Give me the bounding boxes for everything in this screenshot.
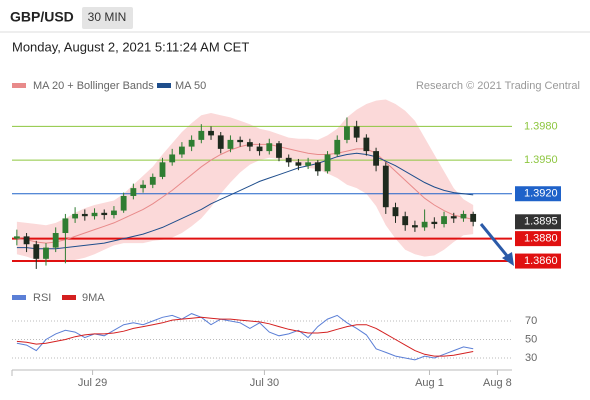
candle-body xyxy=(178,146,185,155)
candle-body xyxy=(402,216,409,226)
level-label: 1.3895 xyxy=(524,216,558,228)
candle-body xyxy=(188,139,195,147)
candle-body xyxy=(43,247,49,259)
forecast-arrow xyxy=(479,223,510,258)
timeframe-badge[interactable] xyxy=(82,7,133,29)
candle-body xyxy=(227,139,234,149)
y-tick-label: 30 xyxy=(525,352,537,364)
candle-body xyxy=(130,188,137,196)
level-box xyxy=(515,214,561,230)
candle-body xyxy=(353,126,360,138)
candle-body xyxy=(208,130,214,136)
candle-body xyxy=(169,154,176,163)
candle-body xyxy=(295,162,302,166)
timeframe[interactable]: 30 MIN xyxy=(88,10,127,24)
candle-body xyxy=(23,236,30,245)
y-tick-label: 70 xyxy=(525,315,537,327)
symbol: GBP/USD xyxy=(10,9,74,25)
candle-body xyxy=(198,130,205,140)
candle-body xyxy=(392,207,399,217)
candle-body xyxy=(246,142,253,147)
candle-body xyxy=(450,216,457,219)
candle-body xyxy=(344,126,350,140)
legend-swatch xyxy=(157,83,171,88)
candle-body xyxy=(120,195,127,211)
ma-line xyxy=(16,143,474,244)
candle-body xyxy=(13,236,20,239)
candle-body xyxy=(149,176,156,185)
candle-body xyxy=(91,212,98,217)
candle-body xyxy=(460,213,467,219)
y-tick-label: 50 xyxy=(525,333,537,345)
candle-body xyxy=(441,216,447,225)
candle-body xyxy=(81,213,88,217)
candle-body xyxy=(217,135,224,149)
candle-body xyxy=(111,210,117,216)
x-tick-label: Jul 29 xyxy=(78,377,107,389)
level-box xyxy=(515,231,561,247)
candle-body xyxy=(305,162,312,166)
candle-body xyxy=(159,162,166,177)
candle-body xyxy=(276,143,282,158)
candle-body xyxy=(285,157,292,163)
candle-body xyxy=(256,146,263,152)
ma-line xyxy=(16,152,474,250)
source: Research © 2021 Trading Central xyxy=(416,80,580,92)
x-tick-label: Jul 30 xyxy=(250,377,279,389)
candle-body xyxy=(52,233,59,248)
legend-label: 9MA xyxy=(82,292,105,304)
candle-body xyxy=(470,213,477,222)
legend-swatch xyxy=(12,83,26,88)
candle-body xyxy=(412,225,418,228)
plot: 1.3980 1.3950 1.3920 1.3895 1.3880 1.3860 70 50… xyxy=(12,99,561,389)
candle-body xyxy=(237,139,244,143)
candle-body xyxy=(421,221,428,228)
level-label: 1.3880 xyxy=(524,233,558,245)
level-label: 1.3920 xyxy=(524,188,558,200)
candle-body xyxy=(62,218,69,234)
level-label: 1.3980 xyxy=(524,120,558,132)
candle-body xyxy=(431,221,438,225)
x-tick-label: Aug 8 xyxy=(483,377,512,389)
bollinger-band xyxy=(16,99,474,262)
legend-swatch xyxy=(62,295,76,300)
legend-label: MA 20 + Bollinger Bands xyxy=(33,80,154,92)
legend-label: RSI xyxy=(33,292,51,304)
datetime: Monday, August 2, 2021 5:11:24 AM CET xyxy=(12,39,249,54)
candle-body xyxy=(101,212,108,216)
candle-body xyxy=(363,137,370,152)
legend-label: MA 50 xyxy=(175,80,206,92)
level-label: 1.3860 xyxy=(524,255,558,267)
candle-body xyxy=(373,151,379,166)
candle-body xyxy=(382,165,389,208)
candle-body xyxy=(266,143,273,152)
level-box xyxy=(515,253,561,269)
line-series xyxy=(16,316,474,357)
forecast-arrowhead xyxy=(502,252,514,266)
candle-body xyxy=(72,213,79,219)
candle-body xyxy=(324,154,331,172)
level-label: 1.3950 xyxy=(524,154,558,166)
x-tick-label: Aug 1 xyxy=(415,377,444,389)
candle-body xyxy=(334,139,341,155)
level-box xyxy=(515,186,561,202)
candle-body xyxy=(140,184,146,189)
candle-body xyxy=(314,162,321,172)
legend-swatch xyxy=(12,295,26,300)
candle-body xyxy=(33,244,40,259)
